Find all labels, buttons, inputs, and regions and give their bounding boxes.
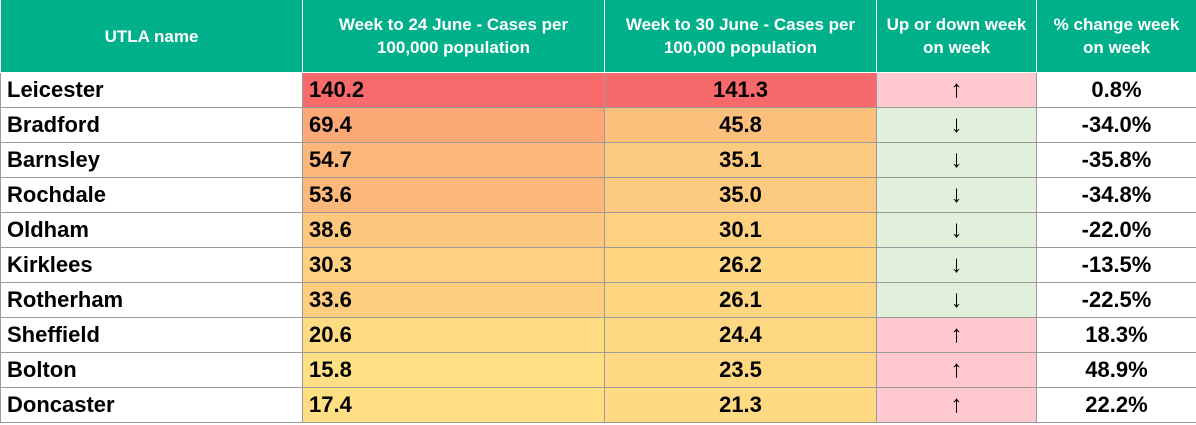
percent-change-cell: -22.0% xyxy=(1036,212,1196,248)
week-30-june-cell: 30.1 xyxy=(604,212,877,248)
week-30-june-cell: 141.3 xyxy=(604,72,877,108)
week-24-june-cell: 17.4 xyxy=(302,387,605,423)
week-24-june-cell: 140.2 xyxy=(302,72,605,108)
week-24-june-cell: 38.6 xyxy=(302,212,605,248)
percent-change-cell: -13.5% xyxy=(1036,247,1196,283)
table-row: Rochdale 53.6 35.0 ↓ -34.8% xyxy=(0,177,1196,213)
percent-change-cell: 48.9% xyxy=(1036,352,1196,388)
utla-name-cell: Rotherham xyxy=(0,282,303,318)
table-row: Leicester 140.2 141.3 ↑ 0.8% xyxy=(0,72,1196,108)
utla-name-cell: Bolton xyxy=(0,352,303,388)
percent-change-cell: -34.0% xyxy=(1036,107,1196,143)
percent-change-cell: -22.5% xyxy=(1036,282,1196,318)
week-24-june-cell: 54.7 xyxy=(302,142,605,178)
header-direction: Up or down week on week xyxy=(876,0,1037,73)
direction-arrow-icon: ↑ xyxy=(876,352,1037,388)
week-30-june-cell: 21.3 xyxy=(604,387,877,423)
week-24-june-cell: 20.6 xyxy=(302,317,605,353)
direction-arrow-icon: ↑ xyxy=(876,387,1037,423)
table-row: Bolton 15.8 23.5 ↑ 48.9% xyxy=(0,352,1196,388)
percent-change-cell: 0.8% xyxy=(1036,72,1196,108)
percent-change-cell: 18.3% xyxy=(1036,317,1196,353)
table-row: Rotherham 33.6 26.1 ↓ -22.5% xyxy=(0,282,1196,318)
table-row: Kirklees 30.3 26.2 ↓ -13.5% xyxy=(0,247,1196,283)
utla-name-cell: Oldham xyxy=(0,212,303,248)
header-week-24-june: Week to 24 June - Cases per 100,000 popu… xyxy=(302,0,605,73)
table-row: Bradford 69.4 45.8 ↓ -34.0% xyxy=(0,107,1196,143)
utla-name-cell: Leicester xyxy=(0,72,303,108)
table-body: Leicester 140.2 141.3 ↑ 0.8% Bradford 69.4 45.8… xyxy=(0,72,1196,423)
utla-name-cell: Doncaster xyxy=(0,387,303,423)
week-24-june-cell: 33.6 xyxy=(302,282,605,318)
direction-arrow-icon: ↑ xyxy=(876,317,1037,353)
table-row: Oldham 38.6 30.1 ↓ -22.0% xyxy=(0,212,1196,248)
week-30-june-cell: 24.4 xyxy=(604,317,877,353)
direction-arrow-icon: ↓ xyxy=(876,142,1037,178)
percent-change-cell: 22.2% xyxy=(1036,387,1196,423)
header-percent-change: % change week on week xyxy=(1036,0,1196,73)
header-utla-name: UTLA name xyxy=(0,0,303,73)
direction-arrow-icon: ↓ xyxy=(876,282,1037,318)
week-30-june-cell: 26.2 xyxy=(604,247,877,283)
direction-arrow-icon: ↓ xyxy=(876,247,1037,283)
utla-name-cell: Rochdale xyxy=(0,177,303,213)
table-row: Doncaster 17.4 21.3 ↑ 22.2% xyxy=(0,387,1196,423)
week-30-june-cell: 35.0 xyxy=(604,177,877,213)
week-30-june-cell: 26.1 xyxy=(604,282,877,318)
table-row: Barnsley 54.7 35.1 ↓ -35.8% xyxy=(0,142,1196,178)
utla-name-cell: Bradford xyxy=(0,107,303,143)
week-24-june-cell: 15.8 xyxy=(302,352,605,388)
week-30-june-cell: 23.5 xyxy=(604,352,877,388)
utla-name-cell: Kirklees xyxy=(0,247,303,283)
week-24-june-cell: 53.6 xyxy=(302,177,605,213)
week-24-june-cell: 30.3 xyxy=(302,247,605,283)
table-row: Sheffield 20.6 24.4 ↑ 18.3% xyxy=(0,317,1196,353)
direction-arrow-icon: ↓ xyxy=(876,177,1037,213)
week-30-june-cell: 45.8 xyxy=(604,107,877,143)
percent-change-cell: -35.8% xyxy=(1036,142,1196,178)
direction-arrow-icon: ↓ xyxy=(876,212,1037,248)
direction-arrow-icon: ↑ xyxy=(876,72,1037,108)
percent-change-cell: -34.8% xyxy=(1036,177,1196,213)
header-week-30-june: Week to 30 June - Cases per 100,000 popu… xyxy=(604,0,877,73)
direction-arrow-icon: ↓ xyxy=(876,107,1037,143)
utla-name-cell: Barnsley xyxy=(0,142,303,178)
week-30-june-cell: 35.1 xyxy=(604,142,877,178)
header-row: UTLA name Week to 24 June - Cases per 10… xyxy=(0,0,1196,73)
week-24-june-cell: 69.4 xyxy=(302,107,605,143)
utla-name-cell: Sheffield xyxy=(0,317,303,353)
